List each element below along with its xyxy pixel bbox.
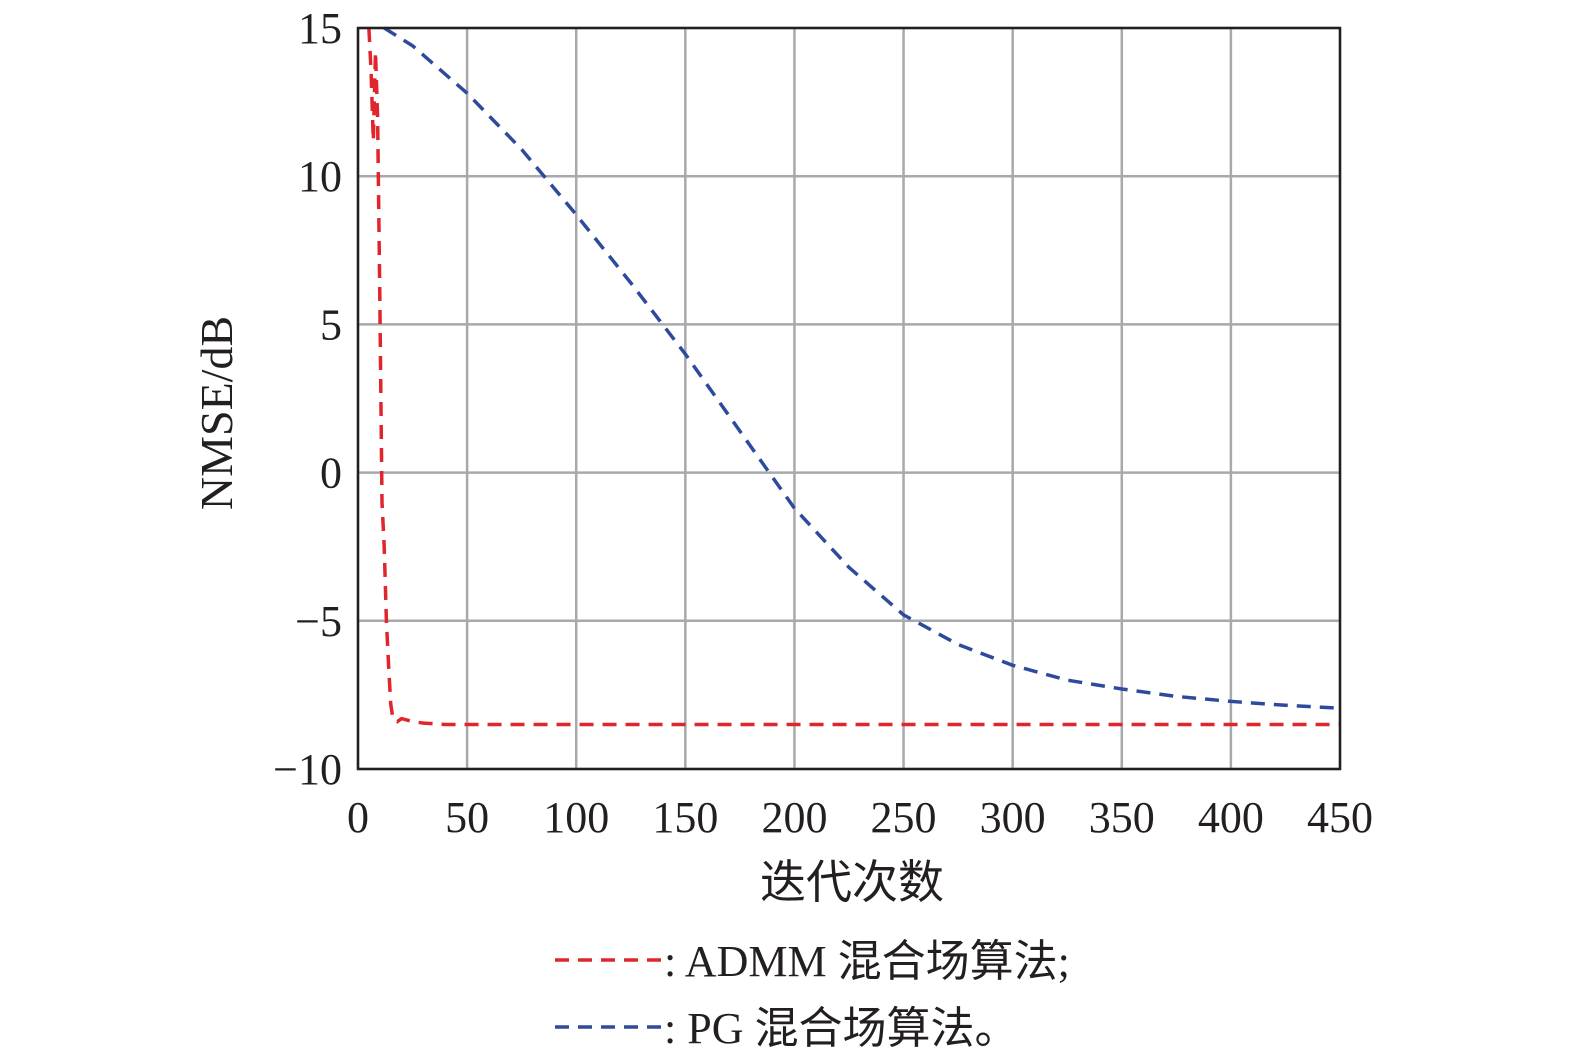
x-tick-label: 450 bbox=[1307, 793, 1373, 842]
x-tick-label: 400 bbox=[1198, 793, 1264, 842]
plot-lines bbox=[367, 26, 1340, 727]
y-tick-label: 0 bbox=[320, 449, 342, 498]
y-tick-label: −10 bbox=[273, 745, 342, 794]
y-tick-label: −5 bbox=[295, 597, 342, 646]
legend: : ADMM 混合场算法; : PG 混合场算法。 bbox=[555, 937, 1070, 1053]
x-tick-label: 350 bbox=[1089, 793, 1155, 842]
x-tick-labels: 0 50 100 150 200 250 300 350 400 450 bbox=[347, 793, 1373, 842]
y-axis-label: NMSE/dB bbox=[191, 316, 242, 510]
y-tick-label: 10 bbox=[298, 152, 342, 201]
x-axis-label: 迭代次数 bbox=[760, 857, 944, 908]
y-tick-label: 15 bbox=[298, 4, 342, 53]
x-tick-label: 100 bbox=[543, 793, 609, 842]
series-line-1 bbox=[367, 27, 1340, 727]
legend-label-1: : ADMM 混合场算法; bbox=[664, 937, 1070, 986]
x-tick-label: 50 bbox=[445, 793, 489, 842]
y-tick-labels: 15 10 5 0 −5 −10 bbox=[273, 4, 342, 794]
x-tick-label: 250 bbox=[871, 793, 937, 842]
grid bbox=[356, 26, 1342, 771]
plot-frame bbox=[356, 26, 1342, 771]
x-tick-label: 150 bbox=[652, 793, 718, 842]
x-tick-label: 0 bbox=[347, 793, 369, 842]
x-tick-label: 300 bbox=[980, 793, 1046, 842]
series-line-2 bbox=[383, 26, 1340, 710]
y-tick-label: 5 bbox=[320, 300, 342, 349]
x-tick-label: 200 bbox=[761, 793, 827, 842]
legend-label-2: : PG 混合场算法。 bbox=[664, 1004, 1018, 1053]
